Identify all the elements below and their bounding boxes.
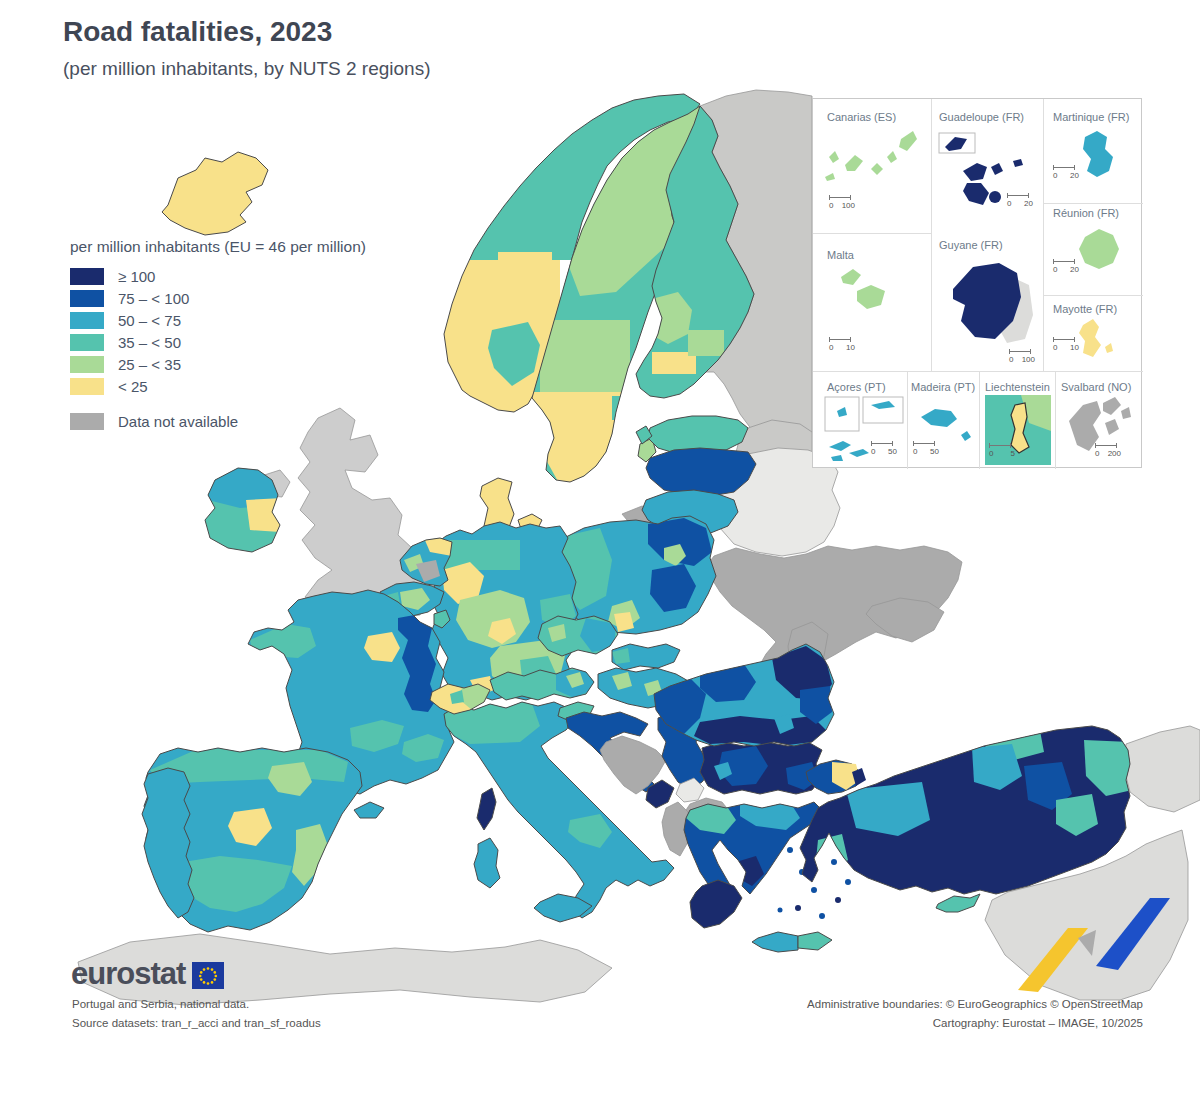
inset-scale-martinique: 020 <box>1053 165 1079 180</box>
inset-label-guyane: Guyane (FR) <box>939 239 1003 251</box>
cartography-note: Cartography: Eurostat – IMAGE, 10/2025 <box>933 1017 1143 1029</box>
inset-scale-guyane: 0100 <box>1009 349 1035 364</box>
inset-map-reunion <box>1065 223 1135 287</box>
page-title: Road fatalities, 2023 <box>63 16 332 48</box>
inset-label-guadeloupe: Guadeloupe (FR) <box>939 111 1024 123</box>
inset-scale-guadeloupe: 020 <box>1007 193 1033 208</box>
inset-scale-malta: 010 <box>829 337 855 352</box>
legend-swatch <box>70 356 104 373</box>
map-region <box>936 894 980 912</box>
map-region <box>811 887 817 893</box>
legend-swatch <box>70 334 104 351</box>
inset-scale-madeira: 050 <box>913 441 939 456</box>
eu-flag-icon <box>192 962 224 989</box>
map-region <box>477 788 496 830</box>
boundaries-note: Administrative boundaries: © EuroGeograp… <box>807 998 1143 1010</box>
legend-item: 50 – < 75 <box>70 309 366 331</box>
inset-scale-acores: 050 <box>871 441 897 456</box>
map-region <box>688 330 724 356</box>
inset-map-martinique <box>1065 127 1135 197</box>
legend-label: Data not available <box>118 413 238 430</box>
legend-label: 25 – < 35 <box>118 356 181 373</box>
map-region <box>795 905 801 911</box>
inset-label-martinique: Martinique (FR) <box>1053 111 1129 123</box>
map-region <box>798 932 832 950</box>
legend: per million inhabitants (EU = 46 per mil… <box>70 238 366 432</box>
legend-item: ≥ 100 <box>70 265 366 287</box>
inset-scale-liechtenstein: 05 <box>989 443 1015 458</box>
legend-label: ≥ 100 <box>118 268 155 285</box>
inset-label-mayotte: Mayotte (FR) <box>1053 303 1117 315</box>
inset-label-svalbard: Svalbard (NO) <box>1061 381 1131 393</box>
map-region <box>354 802 384 818</box>
map-region <box>690 880 742 928</box>
map-region <box>612 396 638 420</box>
map-region <box>498 252 552 296</box>
map-region <box>752 932 798 952</box>
legend-item: 25 – < 35 <box>70 353 366 375</box>
inset-label-malta: Malta <box>827 249 854 261</box>
map-region <box>845 879 851 885</box>
map-region <box>162 152 268 235</box>
inset-map-acores <box>823 395 907 467</box>
inset-label-acores: Açores (PT) <box>827 381 886 393</box>
map-region <box>474 838 500 888</box>
inset-label-reunion: Réunion (FR) <box>1053 207 1119 219</box>
inset-map-canarias <box>821 129 926 199</box>
inset-map-guadeloupe <box>937 127 1041 227</box>
map-region <box>142 768 194 918</box>
map-region <box>831 859 837 865</box>
eurostat-logo: eurostat <box>71 956 185 992</box>
map-region <box>835 897 841 903</box>
legend-label: < 25 <box>118 378 148 395</box>
legend-swatch <box>70 378 104 395</box>
page: Road fatalities, 2023 (per million inhab… <box>0 0 1200 1100</box>
legend-item: 75 – < 100 <box>70 287 366 309</box>
inset-label-canarias: Canarias (ES) <box>827 111 896 123</box>
map-region <box>246 498 284 532</box>
map-region <box>1124 726 1200 812</box>
inset-scale-mayotte: 010 <box>1053 337 1079 352</box>
map-region <box>819 913 825 919</box>
map-region <box>540 320 630 398</box>
legend-label: 35 – < 50 <box>118 334 181 351</box>
legend-swatch <box>70 268 104 285</box>
map-region <box>778 908 783 913</box>
legend-item: < 25 <box>70 375 366 397</box>
inset-map-malta <box>827 265 917 335</box>
inset-panel: Canarias (ES) 0100 Guadeloupe (FR) 020 M… <box>812 98 1142 468</box>
footnote-2: Source datasets: tran_r_acci and tran_sf… <box>72 1017 321 1029</box>
page-subtitle: (per million inhabitants, by NUTS 2 regi… <box>63 58 431 80</box>
legend-swatch <box>70 290 104 307</box>
map-region <box>292 824 328 886</box>
legend-item-no-data: Data not available <box>70 410 366 432</box>
legend-swatch <box>70 312 104 329</box>
inset-scale-reunion: 020 <box>1053 259 1079 274</box>
legend-label: 75 – < 100 <box>118 290 189 307</box>
legend-swatch <box>70 413 104 430</box>
inset-label-madeira: Madeira (PT) <box>911 381 975 393</box>
map-region <box>866 598 944 642</box>
legend-label: 50 – < 75 <box>118 312 181 329</box>
map-region <box>787 847 793 853</box>
inset-scale-svalbard: 0200 <box>1095 443 1121 458</box>
inset-label-liechtenstein: Liechtenstein <box>985 381 1050 393</box>
inset-scale-canarias: 0100 <box>829 195 855 210</box>
legend-item: 35 – < 50 <box>70 331 366 353</box>
map-region <box>694 716 826 746</box>
footnote-1: Portugal and Serbia, national data. <box>72 998 249 1010</box>
map-region <box>816 834 848 872</box>
legend-title: per million inhabitants (EU = 46 per mil… <box>70 238 366 256</box>
